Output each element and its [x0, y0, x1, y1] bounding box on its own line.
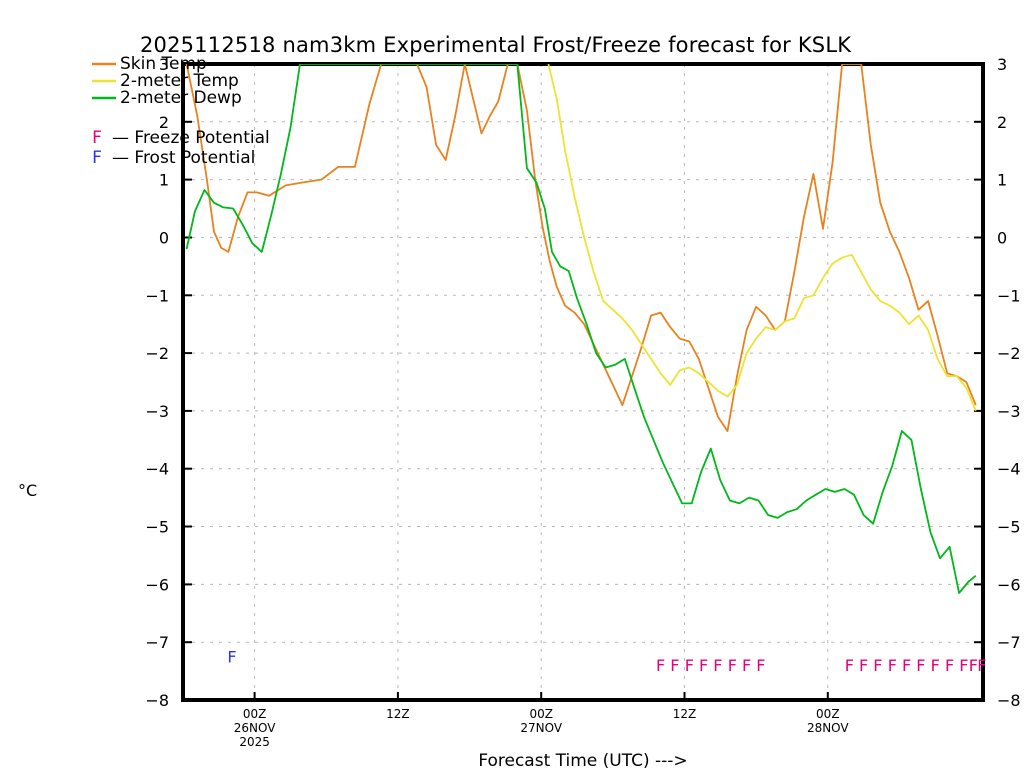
freeze-potential-marker: F	[685, 656, 694, 675]
legend-label-freeze-potential: — Freeze Potential	[112, 128, 270, 148]
x-tick-label-date: 28NOV	[807, 721, 849, 735]
y-tick-label-right: −5	[997, 518, 1021, 537]
y-tick-label-right: −6	[997, 575, 1021, 594]
freeze-potential-marker: F	[959, 656, 968, 675]
freeze-potential-marker: F	[656, 656, 665, 675]
x-tick-label-hour: 12Z	[386, 707, 410, 721]
legend-label-frost-potential: — Frost Potential	[112, 148, 255, 168]
y-axis-ticks: 3 3 2 2 1 1 0 0 −1 −1 −2 −2 −3 −3 −4 −4 −5 −5 −6 −6 −7 −7 −8 −8	[145, 55, 1020, 710]
x-tick-label-hour: 00Z	[529, 707, 553, 721]
page-title: 2025112518 nam3km Experimental Frost/Fre…	[140, 33, 852, 57]
freeze-potential-marker: F	[969, 656, 978, 675]
freeze-potential-marker: F	[845, 656, 854, 675]
y-tick-label-left: 1	[159, 171, 169, 190]
series-line-2-meter-temp	[547, 64, 977, 412]
y-tick-label-right: −8	[997, 691, 1021, 710]
legend-label-skin-temp: Skin Temp	[120, 54, 207, 74]
y-tick-label-left: 0	[159, 229, 169, 248]
y-tick-label-left: −3	[145, 402, 169, 421]
freeze-potential-marker: F	[945, 656, 954, 675]
grid-lines	[183, 64, 983, 700]
x-tick-label-hour: 00Z	[816, 707, 840, 721]
freeze-potential-marker: F	[873, 656, 882, 675]
legend-label-2-meter-temp: 2-meter Temp	[120, 71, 239, 91]
freeze-potential-marker: F	[699, 656, 708, 675]
y-tick-label-right: 0	[997, 229, 1007, 248]
y-tick-label-right: 3	[997, 55, 1007, 74]
freeze-potential-marker: F	[728, 656, 737, 675]
data-series	[185, 64, 977, 594]
y-tick-label-right: 2	[997, 113, 1007, 132]
x-tick-label-hour: 00Z	[243, 707, 267, 721]
y-tick-label-left: 3	[159, 55, 169, 74]
y-tick-label-left: −8	[145, 691, 169, 710]
y-tick-label-right: −4	[997, 460, 1021, 479]
y-tick-label-left: 2	[159, 113, 169, 132]
freeze-potential-marker: F	[713, 656, 722, 675]
freeze-potential-marker: F	[902, 656, 911, 675]
x-tick-label-hour: 12Z	[673, 707, 697, 721]
y-tick-label-right: −3	[997, 402, 1021, 421]
y-tick-label-left: −5	[145, 518, 169, 537]
y-tick-label-left: −7	[145, 633, 169, 652]
x-tick-label-date: 26NOV	[234, 721, 276, 735]
y-tick-label-left: −6	[145, 575, 169, 594]
freeze-potential-marker: F	[916, 656, 925, 675]
x-axis-title: Forecast Time (UTC) --->	[478, 751, 687, 768]
y-tick-label-left: −1	[145, 286, 169, 305]
y-tick-label-right: −1	[997, 286, 1021, 305]
freeze-potential-marker: F	[756, 656, 765, 675]
freeze-potential-marker: F	[859, 656, 868, 675]
x-tick-label-year: 2025	[239, 735, 270, 749]
y-tick-label-left: −4	[145, 460, 169, 479]
legend-marker-glyph-frost-potential: F	[92, 148, 102, 168]
series-line-skin-temp	[185, 64, 977, 433]
x-tick-label-date: 27NOV	[520, 721, 562, 735]
freeze-potential-marker: F	[742, 656, 751, 675]
legend-marker-glyph-freeze-potential: F	[92, 128, 102, 148]
frost-potential-marker: F	[227, 647, 236, 666]
potential-markers: F F F F F F F F F F F F F F F F F F FF	[227, 647, 986, 675]
freeze-potential-marker: F	[888, 656, 897, 675]
legend-label-2-meter-dewp: 2-meter Dewp	[120, 88, 242, 108]
y-tick-label-right: −7	[997, 633, 1021, 652]
freeze-potential-marker: F	[931, 656, 940, 675]
freeze-potential-marker: F	[670, 656, 679, 675]
y-axis-label: °C	[18, 481, 37, 500]
series-line-2-meter-dewp	[185, 64, 977, 594]
y-tick-label-right: −2	[997, 344, 1021, 363]
y-tick-label-left: −2	[145, 344, 169, 363]
y-tick-label-right: 1	[997, 171, 1007, 190]
freeze-potential-marker: F	[977, 656, 986, 675]
